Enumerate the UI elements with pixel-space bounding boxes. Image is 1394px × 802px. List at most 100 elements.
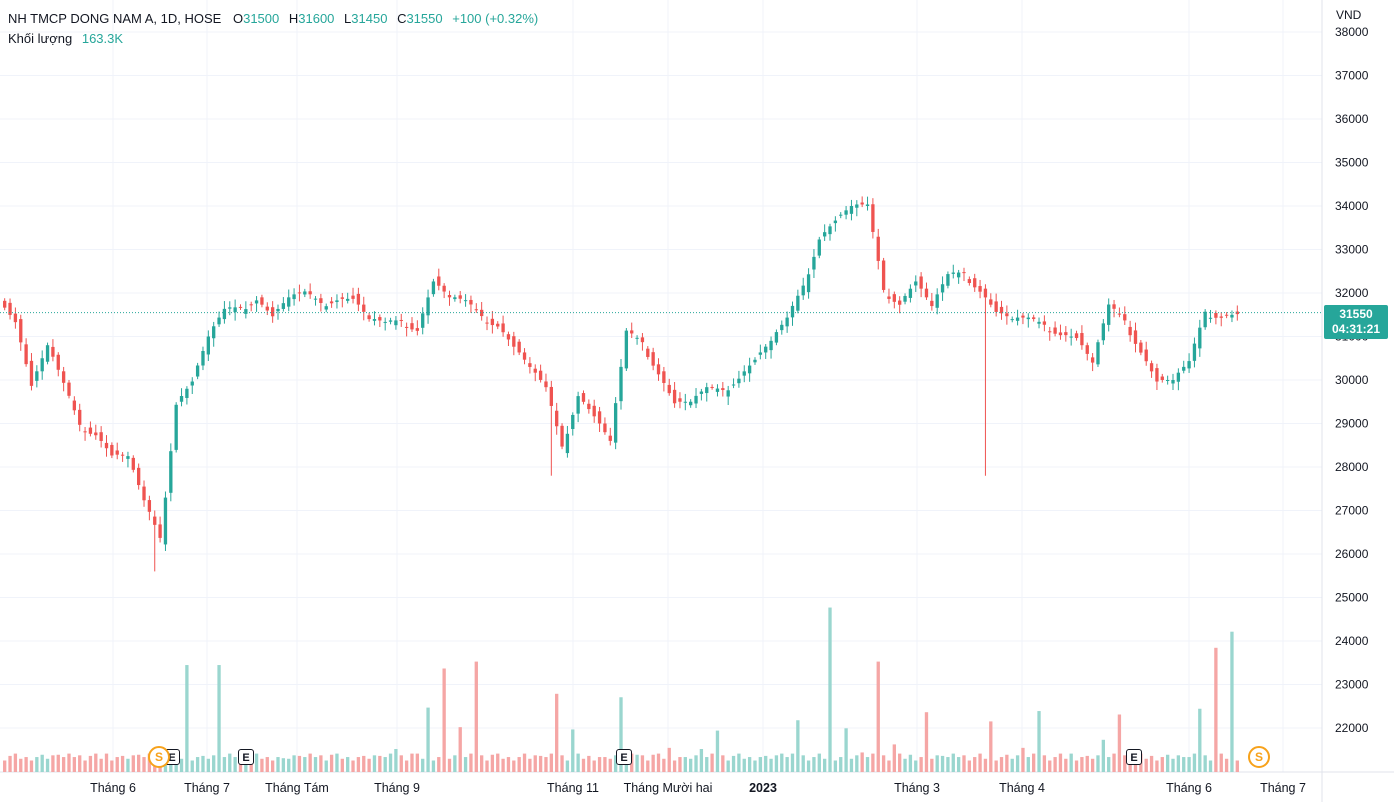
volume-bar <box>126 758 130 772</box>
volume-bar <box>485 760 489 772</box>
candle-body <box>806 274 811 293</box>
candle-body <box>147 500 152 512</box>
candle-body <box>576 396 580 414</box>
candle-body <box>640 337 645 343</box>
candle-body <box>1085 345 1089 354</box>
volume-bar <box>989 721 993 772</box>
candle-body <box>930 300 934 307</box>
candle-body <box>313 298 318 300</box>
candle-body <box>1182 366 1186 371</box>
candle-body <box>329 301 334 304</box>
volume-bar <box>367 758 371 772</box>
volume-bar <box>683 757 687 772</box>
volume-bar <box>919 757 923 772</box>
volume-bar <box>1005 754 1009 772</box>
candle-body <box>656 364 661 375</box>
candle-body <box>1214 313 1218 318</box>
volume-bar <box>404 760 409 772</box>
candle-body <box>849 206 854 214</box>
candle-body <box>533 368 537 373</box>
candle-body <box>651 352 655 366</box>
volume-bar <box>110 760 114 772</box>
volume-bar <box>855 755 859 772</box>
candle-body <box>1128 326 1132 336</box>
candle-body <box>962 272 966 274</box>
volume-bar <box>496 753 500 772</box>
candle-body <box>1208 317 1213 319</box>
dividend-marker[interactable]: S <box>148 746 170 768</box>
candle-body <box>158 524 162 538</box>
volume-bar <box>169 758 173 772</box>
volume-bar <box>512 760 516 772</box>
volume-bar <box>962 755 966 772</box>
candle-body <box>940 284 945 293</box>
earnings-marker[interactable]: E <box>1126 749 1142 765</box>
volume-bar <box>581 758 586 772</box>
candle-body <box>817 239 821 256</box>
volume-bar <box>1021 747 1025 772</box>
volume-bar <box>8 755 12 772</box>
volume-bar <box>914 760 918 772</box>
volume-bar <box>35 757 39 772</box>
earnings-marker[interactable]: E <box>616 749 632 765</box>
candle-body <box>270 307 275 317</box>
volume-bar <box>1064 758 1068 772</box>
candle-body <box>994 301 998 312</box>
candle-body <box>1133 330 1138 344</box>
candle-body <box>212 326 216 339</box>
candle-body <box>1080 333 1084 346</box>
volume-bar <box>603 757 607 772</box>
candle-body <box>179 396 184 402</box>
bar-countdown: 04:31:21 <box>1331 322 1381 336</box>
time-tick-label: Tháng Tám <box>265 781 329 795</box>
volume-bar <box>244 760 248 772</box>
volume-bar <box>1235 760 1239 772</box>
candle-body <box>742 371 746 376</box>
volume-bar <box>378 755 382 772</box>
candle-body <box>758 352 763 355</box>
volume-bar <box>1112 753 1116 772</box>
price-tick-label: 25000 <box>1335 591 1369 605</box>
volume-bar <box>1037 711 1041 772</box>
candle-body <box>426 297 430 316</box>
candle-body <box>131 457 135 470</box>
candle-body <box>410 323 414 330</box>
candle-body <box>195 365 200 377</box>
candle-body <box>973 278 977 288</box>
candle-body <box>694 395 698 404</box>
volume-bar <box>1192 753 1197 772</box>
candle-body <box>372 319 377 321</box>
volume-bar <box>1032 753 1036 772</box>
volume-bar <box>817 753 821 772</box>
volume-bar <box>1048 760 1052 772</box>
candle-body <box>13 313 18 323</box>
candle-body <box>608 435 612 441</box>
volume-bar <box>45 758 50 772</box>
volume-bar <box>1053 757 1057 772</box>
candle-body <box>217 317 221 325</box>
candle-body <box>442 285 446 292</box>
candle-body <box>597 411 602 424</box>
candle-body <box>340 297 344 299</box>
candle-body <box>1117 313 1122 315</box>
volume-bar <box>935 755 939 772</box>
volume-bar <box>351 760 355 772</box>
high-label: H <box>288 11 299 26</box>
volume-bar <box>190 760 194 772</box>
dividend-marker[interactable]: S <box>1248 746 1270 768</box>
candle-body <box>303 291 307 295</box>
volume-bar <box>667 747 671 772</box>
earnings-marker[interactable]: E <box>238 749 254 765</box>
candle-body <box>1235 311 1239 315</box>
candle-body <box>828 226 832 235</box>
candle-body <box>190 381 194 386</box>
candle-body <box>72 400 77 411</box>
price-tick-label: 34000 <box>1335 199 1369 213</box>
candle-body <box>898 300 902 305</box>
volume-bar <box>324 760 328 772</box>
candle-body <box>490 318 495 326</box>
volume-bar <box>51 755 55 772</box>
volume-bar <box>613 755 618 772</box>
time-tick-label: Tháng 6 <box>90 781 136 795</box>
